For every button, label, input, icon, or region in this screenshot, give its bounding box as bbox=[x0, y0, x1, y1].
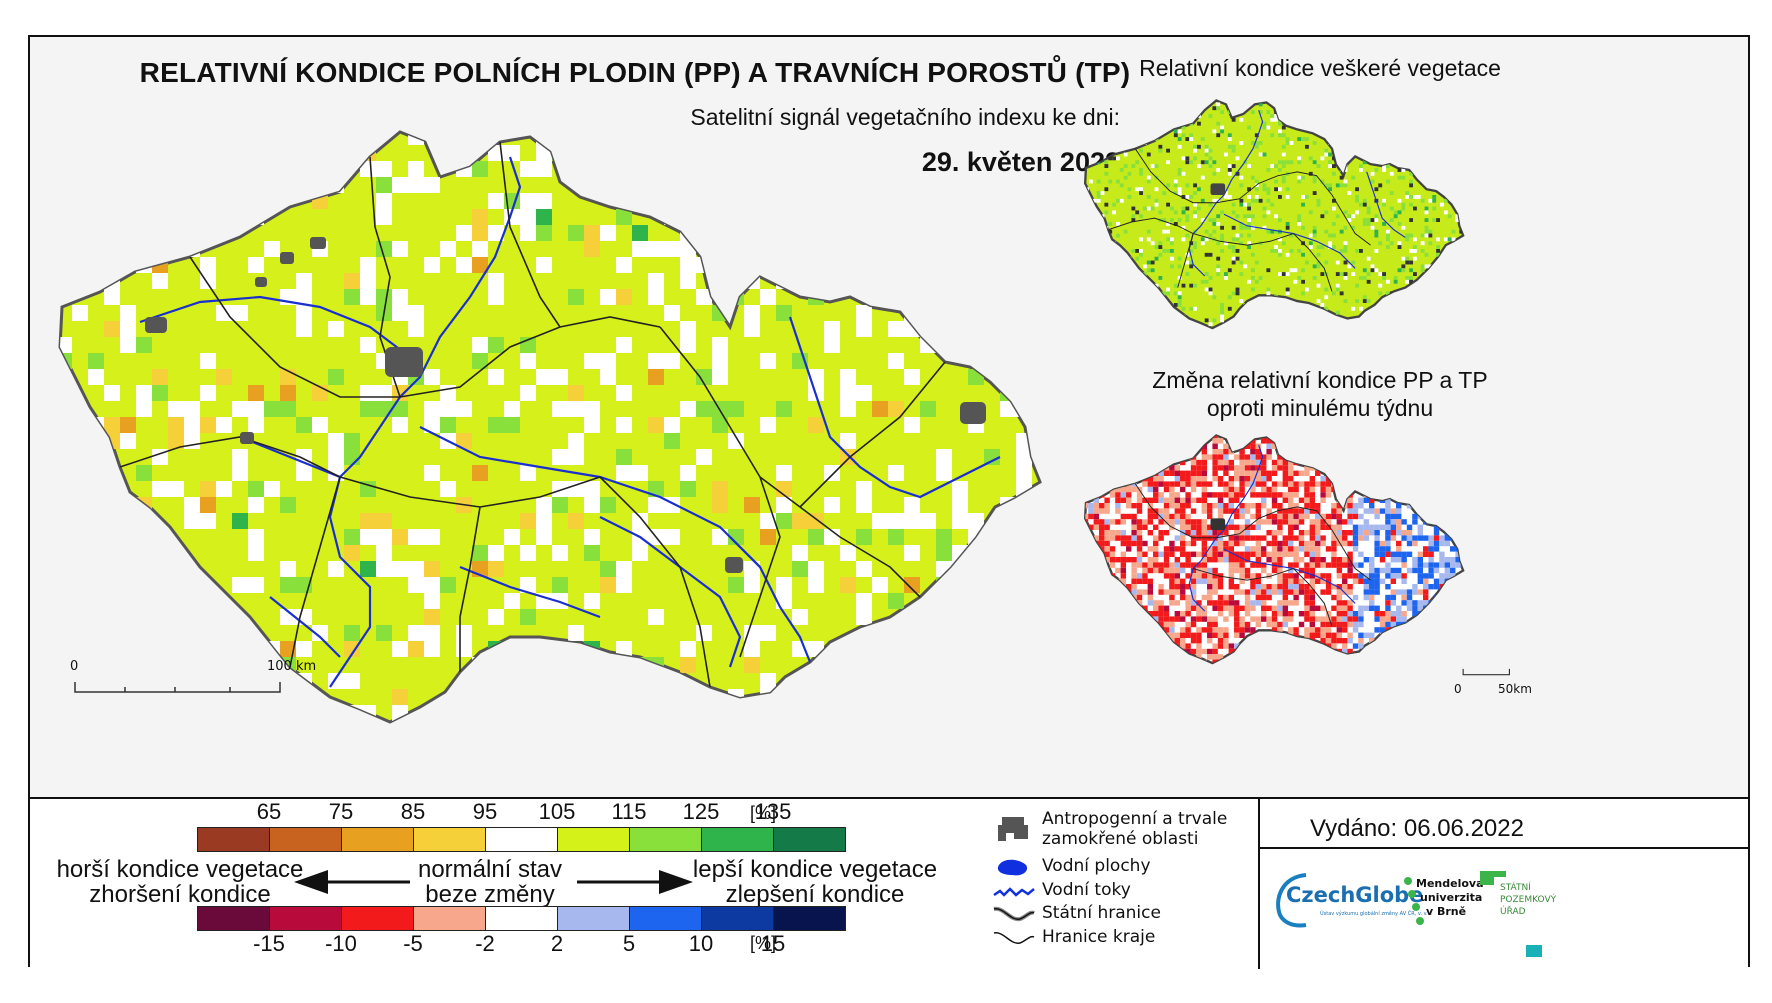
region-border-label: Hranice kraje bbox=[1042, 927, 1156, 947]
inset-scale-end: 50km bbox=[1498, 682, 1532, 696]
region-border-icon bbox=[993, 932, 1035, 944]
mendelu-logo-text-2: univerzita bbox=[1420, 891, 1483, 904]
change-tick-label: 15 bbox=[760, 931, 786, 956]
change-tick-label: -10 bbox=[325, 931, 357, 956]
change-swatch bbox=[269, 906, 342, 931]
left-arrow-icon bbox=[294, 870, 410, 894]
condition-color-ramp bbox=[197, 827, 846, 852]
state-border-label: Státní hranice bbox=[1042, 903, 1161, 923]
river-label: Vodní toky bbox=[1042, 880, 1131, 900]
map-subtitle: Satelitní signál vegetačního indexu ke d… bbox=[690, 104, 1120, 130]
inset-vegetation-map bbox=[1083, 99, 1465, 330]
change-swatch bbox=[773, 906, 846, 931]
inset-change-title-1: Změna relativní kondice PP a TP bbox=[1152, 367, 1488, 393]
right-arrow-icon bbox=[577, 870, 693, 894]
spu-logo-text-1: STÁTNÍ bbox=[1500, 883, 1531, 893]
condition-tick-label: 65 bbox=[256, 799, 282, 824]
condition-unit: [%] bbox=[750, 803, 777, 823]
normal-state-label: normální stav bbox=[417, 856, 563, 883]
legend-divider bbox=[1258, 799, 1260, 969]
region-borders bbox=[119, 141, 946, 688]
change-swatch bbox=[557, 906, 630, 931]
inset-vegetation-title: Relativní kondice veškeré vegetace bbox=[1139, 55, 1501, 81]
condition-swatch bbox=[629, 827, 702, 852]
worse-condition-label: horší kondice vegetace bbox=[56, 856, 304, 883]
river-icon bbox=[993, 887, 1035, 897]
worsening-label: zhoršení kondice bbox=[89, 881, 271, 908]
czechglobe-logo-icon bbox=[1276, 873, 1307, 928]
change-swatch bbox=[701, 906, 774, 931]
inset-change-title-2: oproti minulému týdnu bbox=[1206, 395, 1434, 421]
urban-area-icon bbox=[998, 817, 1028, 841]
main-map bbox=[58, 130, 1042, 724]
condition-tick-label: 85 bbox=[400, 799, 426, 824]
condition-tick-label: 125 bbox=[682, 799, 720, 824]
map-area: RELATIVNÍ KONDICE POLNÍCH PLODIN (PP) A … bbox=[30, 37, 1748, 797]
main-scale-bar bbox=[74, 682, 281, 693]
change-tick-label: 2 bbox=[550, 931, 564, 956]
main-scale-end: 100 km bbox=[267, 659, 317, 674]
change-tick-label: -2 bbox=[475, 931, 495, 956]
change-swatch bbox=[485, 906, 558, 931]
condition-swatch bbox=[557, 827, 630, 852]
czechglobe-logo-subtext: Ústav výzkumu globální změny AV ČR, v. v… bbox=[1320, 911, 1433, 917]
state-border-icon bbox=[993, 906, 1035, 922]
urban-area-label-1: Antropogenní a trvale bbox=[1042, 809, 1228, 829]
change-swatch bbox=[341, 906, 414, 931]
condition-swatch bbox=[341, 827, 414, 852]
mendelu-logo-text-3: v Brně bbox=[1426, 905, 1467, 918]
issued-divider bbox=[1258, 847, 1748, 849]
change-swatch bbox=[197, 906, 270, 931]
condition-swatch bbox=[413, 827, 486, 852]
inset-scale-zero: 0 bbox=[1454, 682, 1462, 696]
condition-tick-label: 105 bbox=[538, 799, 576, 824]
condition-swatch bbox=[269, 827, 342, 852]
change-tick-label: -15 bbox=[253, 931, 285, 956]
condition-swatch bbox=[701, 827, 774, 852]
inset-change-map bbox=[1083, 434, 1511, 676]
condition-swatch bbox=[197, 827, 270, 852]
rivers bbox=[139, 156, 1001, 688]
change-tick-label: 10 bbox=[688, 931, 714, 956]
spu-logo-icon bbox=[1480, 871, 1542, 957]
change-tick-label: 5 bbox=[622, 931, 636, 956]
change-color-ramp bbox=[197, 906, 846, 931]
mendelu-logo-icon bbox=[1404, 877, 1424, 925]
spu-logo-text-2: POZEMKOVÝ bbox=[1500, 895, 1557, 905]
issued-date: Vydáno: 06.06.2022 bbox=[1310, 815, 1524, 842]
condition-tick-label: 75 bbox=[328, 799, 354, 824]
main-scale-zero: 0 bbox=[70, 659, 79, 674]
condition-tick-label: 95 bbox=[472, 799, 498, 824]
urban-area-label-2: zamokřené oblasti bbox=[1042, 829, 1199, 849]
urban-areas bbox=[145, 237, 986, 573]
water-body-icon bbox=[997, 859, 1028, 876]
change-swatch bbox=[413, 906, 486, 931]
czechglobe-logo-text: CzechGlobe bbox=[1286, 883, 1424, 907]
change-unit: [%] bbox=[750, 933, 777, 953]
change-tick-label: -5 bbox=[403, 931, 423, 956]
better-condition-label: lepší kondice vegetace bbox=[692, 856, 938, 883]
spu-logo-text-3: ÚŘAD bbox=[1500, 907, 1526, 917]
legend-area: 65 75 85 95 105 115 125 135 [%] horší kondice v… bbox=[30, 797, 1748, 969]
water-body-label: Vodní plochy bbox=[1042, 856, 1151, 876]
map-title: RELATIVNÍ KONDICE POLNÍCH PLODIN (PP) A … bbox=[139, 57, 1131, 88]
condition-swatch bbox=[773, 827, 846, 852]
condition-swatch bbox=[485, 827, 558, 852]
condition-tick-label: 115 bbox=[611, 799, 647, 824]
improvement-label: zlepšení kondice bbox=[725, 881, 905, 908]
mendelu-logo-text-1: Mendelova bbox=[1416, 877, 1484, 890]
no-change-label: beze změny bbox=[425, 881, 555, 908]
change-swatch bbox=[629, 906, 702, 931]
map-frame: RELATIVNÍ KONDICE POLNÍCH PLODIN (PP) A … bbox=[28, 35, 1750, 969]
condition-tick-label: 135 bbox=[754, 799, 792, 824]
